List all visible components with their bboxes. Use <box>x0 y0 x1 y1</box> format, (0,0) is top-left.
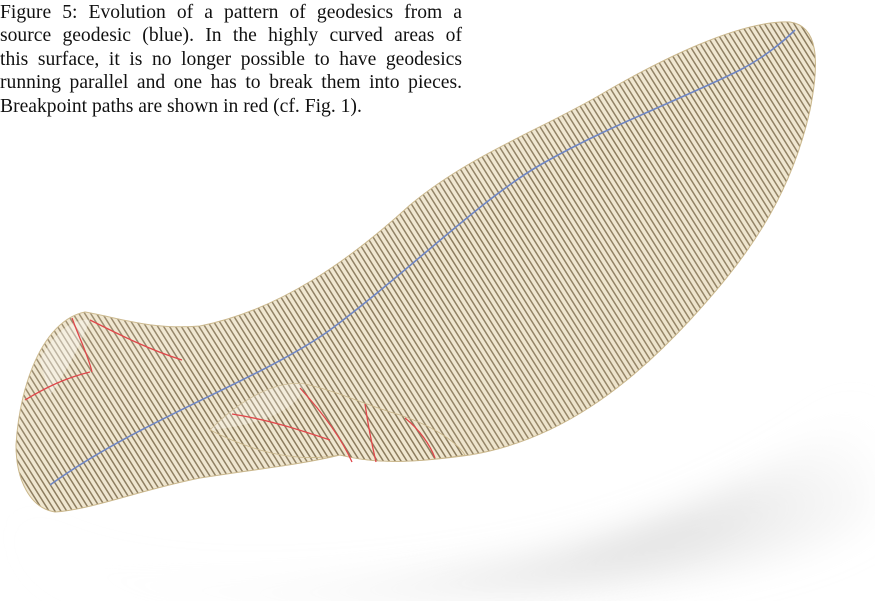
surface-fold <box>209 383 466 462</box>
breakpoint-path <box>299 387 353 463</box>
breakpoint-path <box>364 403 377 463</box>
caption-line: running parallel and one has to break th… <box>0 72 462 94</box>
surface-shading <box>16 21 816 513</box>
caption-line: Figure 5: Evolution of a pattern of geod… <box>0 2 462 23</box>
breakpoint-path <box>24 371 91 401</box>
surface-shadow <box>20 360 875 601</box>
breakpoint-path <box>231 413 331 441</box>
caption-line: Breakpoint paths are shown in red (cf. F… <box>0 95 362 117</box>
surface-fold-highlight <box>210 383 305 430</box>
source-geodesic <box>49 29 796 486</box>
surface-tip-highlight <box>40 319 90 395</box>
breakpoint-path <box>89 319 183 361</box>
caption-line: this surface, it is no longer possible t… <box>0 48 462 70</box>
breakpoint-path <box>71 317 93 373</box>
caption-line: source geodesic (blue). In the highly cu… <box>0 25 462 47</box>
figure-caption: Figure 5: Evolution of a pattern of geod… <box>0 1 462 118</box>
breakpoint-path <box>404 417 436 459</box>
